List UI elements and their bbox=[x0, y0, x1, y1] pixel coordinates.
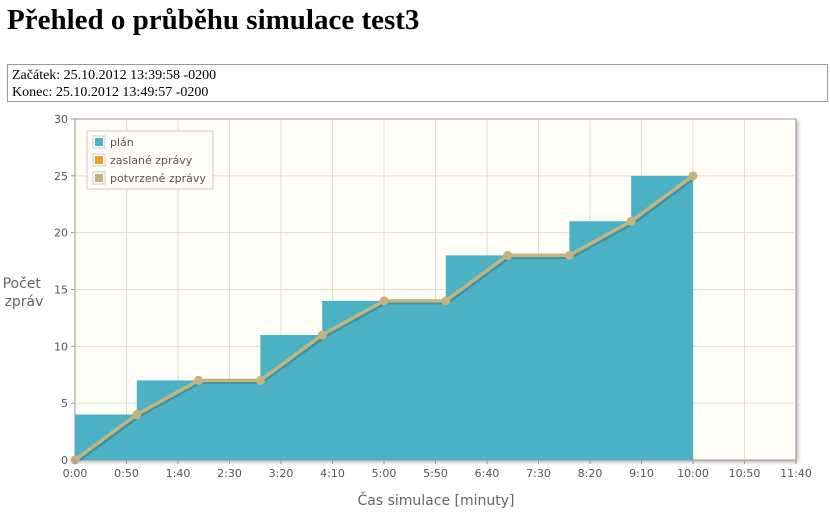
x-tick-label: 2:30 bbox=[217, 467, 242, 480]
legend-label: plán bbox=[110, 136, 134, 149]
y-axis-label: Počet zpráv bbox=[3, 276, 46, 310]
area-series-layer bbox=[75, 175, 693, 461]
data-point bbox=[564, 250, 574, 260]
y-tick-label: 25 bbox=[54, 170, 68, 183]
y-axis-label-line1: Počet bbox=[3, 276, 42, 292]
x-tick-label: 3:20 bbox=[269, 467, 294, 480]
x-tick-label: 7:30 bbox=[526, 467, 551, 480]
data-point bbox=[503, 250, 513, 260]
data-point bbox=[379, 296, 389, 306]
x-tick-label: 1:40 bbox=[166, 467, 191, 480]
x-tick-label: 10:00 bbox=[677, 467, 709, 480]
data-point bbox=[194, 375, 204, 385]
x-tick-label: 0:00 bbox=[63, 467, 88, 480]
x-tick-label: 4:10 bbox=[320, 467, 345, 480]
simulation-chart: 0:00 0:50 1:40 2:30 3:20 4:10 5:00 5:50 6:40 7:30… bbox=[3, 113, 812, 509]
y-tick-label: 15 bbox=[54, 284, 68, 297]
data-point bbox=[441, 296, 451, 306]
legend-swatch bbox=[95, 156, 103, 164]
y-tick-label: 20 bbox=[54, 227, 68, 240]
x-tick-label: 9:10 bbox=[629, 467, 654, 480]
legend-swatch bbox=[95, 138, 103, 146]
data-point bbox=[255, 375, 265, 385]
data-point bbox=[317, 330, 327, 340]
page-title: Přehled o průběhu simulace test3 bbox=[7, 4, 420, 36]
plan-area bbox=[75, 175, 693, 461]
y-axis-label-line2: zpráv bbox=[5, 294, 44, 310]
simulation-info-box: Začátek: 25.10.2012 13:39:58 -0200 Konec… bbox=[7, 64, 828, 102]
end-time: Konec: 25.10.2012 13:49:57 -0200 bbox=[12, 85, 209, 100]
y-tick-label: 5 bbox=[61, 397, 68, 410]
x-tick-label: 5:00 bbox=[372, 467, 397, 480]
legend: plán zaslané zprávy potvrzené zprávy bbox=[86, 130, 214, 190]
data-point bbox=[688, 171, 698, 181]
legend-label: potvrzené zprávy bbox=[110, 172, 206, 185]
data-point bbox=[626, 216, 636, 226]
data-point bbox=[132, 410, 142, 420]
y-tick-label: 0 bbox=[61, 454, 68, 467]
y-tick-label: 30 bbox=[54, 113, 68, 126]
x-tick-label: 8:20 bbox=[578, 467, 603, 480]
x-tick-label: 10:50 bbox=[729, 467, 761, 480]
x-tick-label: 5:50 bbox=[423, 467, 448, 480]
legend-label: zaslané zprávy bbox=[110, 154, 193, 167]
x-axis-ticks: 0:00 0:50 1:40 2:30 3:20 4:10 5:00 5:50 6:40 7:30… bbox=[63, 460, 812, 480]
chart-container: 0:00 0:50 1:40 2:30 3:20 4:10 5:00 5:50 6:40 7:30… bbox=[0, 104, 830, 523]
x-tick-label: 0:50 bbox=[114, 467, 139, 480]
x-tick-label: 6:40 bbox=[475, 467, 500, 480]
start-time: Začátek: 25.10.2012 13:39:58 -0200 bbox=[12, 68, 217, 83]
legend-swatch bbox=[95, 174, 103, 182]
y-axis-ticks: 0 5 10 15 20 25 30 bbox=[54, 113, 75, 467]
x-axis-label: Čas simulace [minuty] bbox=[358, 491, 515, 509]
point-layer bbox=[70, 171, 698, 465]
x-tick-label: 11:40 bbox=[780, 467, 812, 480]
y-tick-label: 10 bbox=[54, 340, 68, 353]
legend-box bbox=[86, 130, 214, 190]
